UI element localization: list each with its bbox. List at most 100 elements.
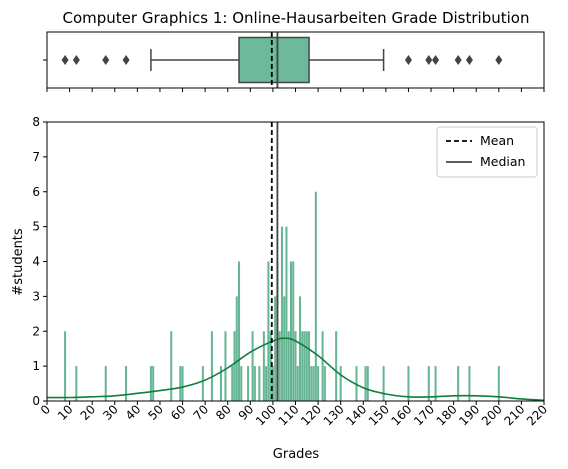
histogram-bar bbox=[274, 296, 277, 401]
x-tick-label: 10 bbox=[55, 402, 76, 423]
legend-mean-label: Mean bbox=[480, 133, 514, 148]
legend-box bbox=[436, 126, 538, 178]
y-tick-label: 0 bbox=[32, 394, 40, 408]
y-tick-label: 1 bbox=[32, 359, 40, 373]
histogram-bar bbox=[294, 331, 297, 401]
histogram-bar bbox=[235, 296, 238, 401]
x-tick-label: 190 bbox=[456, 402, 482, 428]
x-tick-label: 150 bbox=[366, 402, 392, 428]
histogram-bar bbox=[170, 331, 173, 401]
outlier-marker bbox=[102, 55, 110, 65]
histogram-bar bbox=[296, 366, 299, 401]
histogram-bar bbox=[104, 366, 107, 401]
histogram-bar bbox=[303, 331, 306, 401]
histogram-bar bbox=[301, 331, 304, 401]
outlier-marker bbox=[425, 55, 433, 65]
histogram-bar bbox=[321, 331, 324, 401]
x-tick-label: 160 bbox=[388, 402, 414, 428]
kde-curve bbox=[46, 337, 545, 402]
histogram-bar bbox=[179, 366, 182, 401]
histogram-bar bbox=[497, 366, 500, 401]
histogram-bar bbox=[201, 366, 204, 401]
histogram-bar bbox=[219, 366, 222, 401]
outlier-marker bbox=[61, 55, 69, 65]
histogram-bar bbox=[181, 366, 184, 401]
histogram-bar bbox=[434, 366, 437, 401]
histogram-bar bbox=[238, 261, 241, 401]
x-tick-label: 30 bbox=[100, 402, 121, 423]
histogram-bar bbox=[287, 331, 290, 401]
outlier-marker bbox=[495, 55, 503, 65]
histogram-bar bbox=[299, 296, 302, 401]
x-tick-label: 20 bbox=[78, 402, 99, 423]
histogram-bar bbox=[231, 366, 234, 401]
y-tick-label: 6 bbox=[32, 185, 40, 199]
boxplot-panel bbox=[43, 31, 545, 92]
histogram-bar bbox=[283, 296, 286, 401]
histogram-bar bbox=[233, 331, 236, 401]
x-tick-label: 170 bbox=[411, 402, 437, 428]
histogram-bar bbox=[265, 366, 268, 401]
histogram-bar bbox=[289, 261, 292, 401]
box-iqr bbox=[238, 36, 310, 84]
x-tick-label: 210 bbox=[501, 402, 527, 428]
y-tick-label: 2 bbox=[32, 324, 40, 338]
outlier-marker bbox=[454, 55, 462, 65]
x-tick-label: 120 bbox=[298, 402, 324, 428]
histogram-bar bbox=[308, 331, 311, 401]
histogram-bar bbox=[278, 331, 281, 401]
x-tick-label: 60 bbox=[168, 402, 189, 423]
histogram-bar bbox=[366, 366, 369, 401]
histogram-bar bbox=[312, 366, 315, 401]
outlier-marker bbox=[465, 55, 473, 65]
legend: Mean Median bbox=[436, 126, 538, 178]
histogram-bar bbox=[323, 366, 326, 401]
histogram-bar bbox=[317, 366, 320, 401]
histogram-bar bbox=[305, 331, 308, 401]
histogram-bar bbox=[280, 226, 283, 401]
y-tick-label: 7 bbox=[32, 150, 40, 164]
outlier-marker bbox=[72, 55, 80, 65]
histogram-bar bbox=[335, 331, 338, 401]
x-tick-label: 140 bbox=[343, 402, 369, 428]
x-tick-label: 40 bbox=[123, 402, 144, 423]
histogram-bar bbox=[314, 191, 317, 401]
x-tick-label: 80 bbox=[213, 402, 234, 423]
x-tick-label: 70 bbox=[191, 402, 212, 423]
histogram-bar bbox=[382, 366, 385, 401]
x-tick-label: 100 bbox=[253, 402, 279, 428]
histogram-bar bbox=[152, 366, 155, 401]
histogram-bar bbox=[75, 366, 78, 401]
histogram-bar bbox=[210, 331, 213, 401]
outlier-marker bbox=[122, 55, 130, 65]
y-tick-label: 3 bbox=[32, 289, 40, 303]
x-tick-label: 220 bbox=[524, 402, 550, 428]
x-tick-label: 110 bbox=[276, 402, 302, 428]
y-tick-label: 8 bbox=[32, 115, 40, 129]
histogram-bar bbox=[251, 331, 254, 401]
x-tick-label: 180 bbox=[434, 402, 460, 428]
histogram-bar bbox=[427, 366, 430, 401]
histogram-bar bbox=[262, 331, 265, 401]
histogram-bar bbox=[253, 366, 256, 401]
histogram-bar bbox=[149, 366, 152, 401]
x-tick-label: 50 bbox=[145, 402, 166, 423]
x-tick-label: 200 bbox=[479, 402, 505, 428]
histogram-bar bbox=[355, 366, 358, 401]
histogram-bar bbox=[339, 366, 342, 401]
outlier-marker bbox=[432, 55, 440, 65]
histogram-bar bbox=[292, 261, 295, 401]
histogram-bar bbox=[457, 366, 460, 401]
x-axis-label: Grades bbox=[273, 447, 320, 462]
chart-title: Computer Graphics 1: Online-Hausarbeiten… bbox=[63, 9, 530, 27]
y-tick-label: 5 bbox=[32, 220, 40, 234]
histogram-bar bbox=[310, 366, 313, 401]
y-axis-label: #students bbox=[11, 228, 26, 296]
legend-median-label: Median bbox=[480, 154, 525, 169]
histogram-bar bbox=[240, 366, 243, 401]
histogram-bar bbox=[125, 366, 128, 401]
outlier-marker bbox=[404, 55, 412, 65]
histogram-bar bbox=[224, 331, 227, 401]
histogram-bar bbox=[269, 331, 272, 401]
histogram-bar bbox=[364, 366, 367, 401]
